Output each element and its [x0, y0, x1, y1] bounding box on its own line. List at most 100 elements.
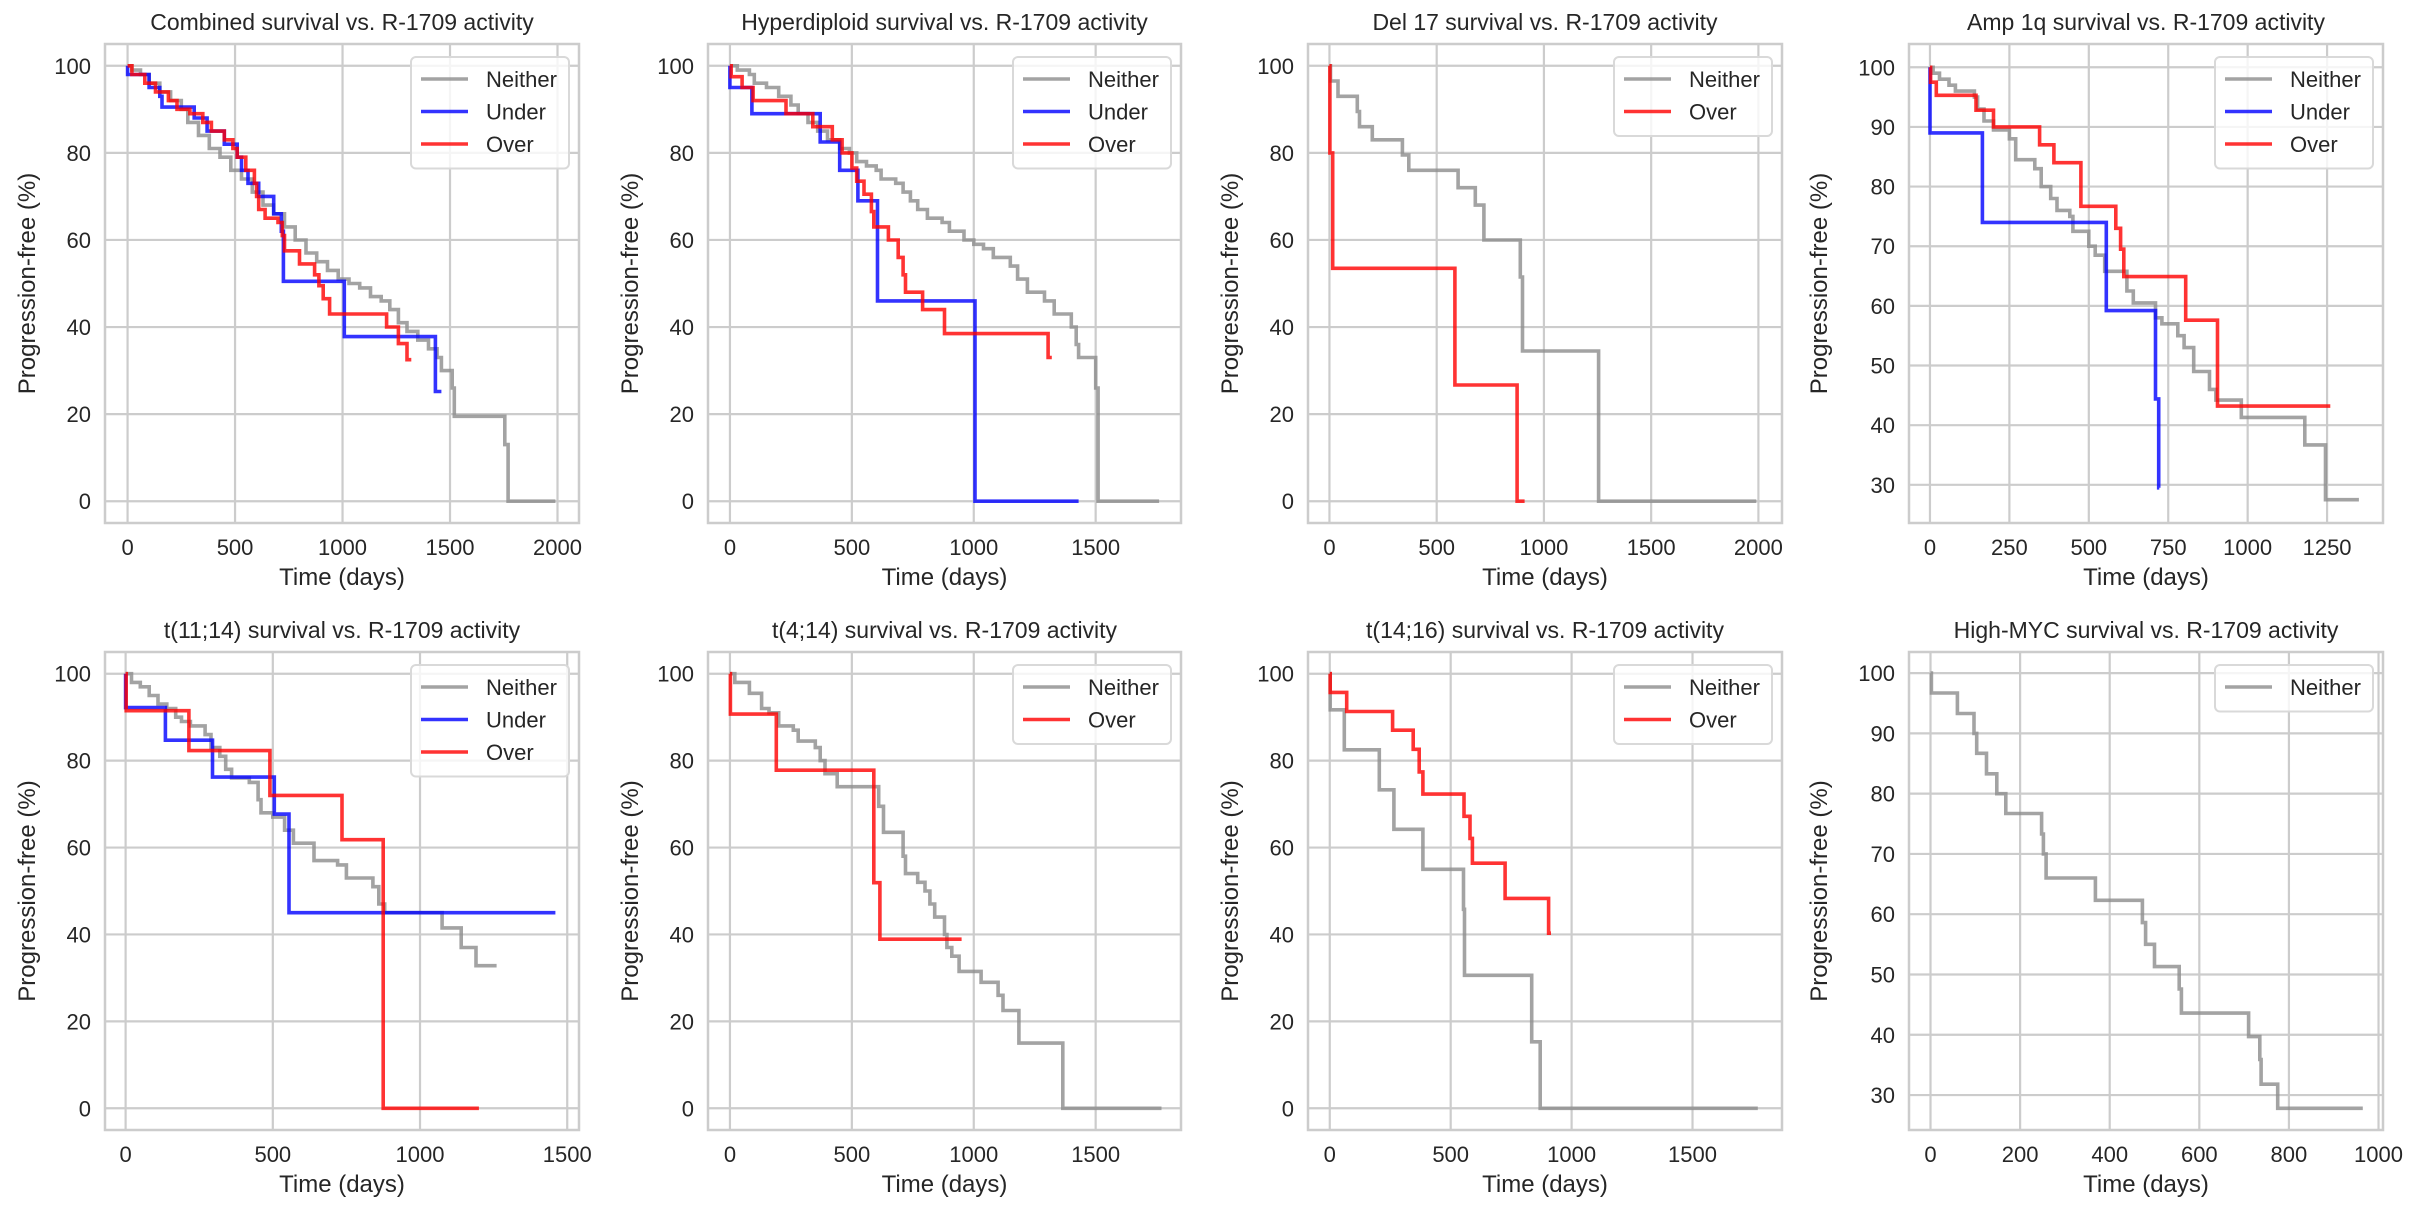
y-tick-label: 0 [79, 1096, 91, 1121]
x-tick-label: 1250 [2303, 535, 2352, 560]
y-axis-label: Progression-free (%) [1806, 173, 1833, 394]
legend-label-neither: Neither [1689, 675, 1760, 700]
y-tick-label: 0 [682, 1096, 694, 1121]
x-tick-label: 0 [724, 1142, 736, 1167]
axes-frame [1306, 42, 1784, 525]
chart-title: High-MYC survival vs. R-1709 activity [1954, 617, 2339, 643]
legend: Neither Under Over [2214, 56, 2374, 170]
series-line-neither [1929, 671, 2363, 1111]
series-line-over [1328, 671, 1551, 935]
y-axis-label: Progression-free (%) [1806, 780, 1833, 1001]
legend-frame [1613, 56, 1773, 137]
x-tick-label: 500 [1432, 1142, 1469, 1167]
legend-frame [1012, 664, 1172, 745]
chart-panel-6: 0 500 1000 1500 0 20 40 60 80 100 t(4;14) survival… [617, 617, 1183, 1198]
y-tick-label: 60 [1270, 228, 1294, 253]
y-tick-label: 20 [1270, 402, 1294, 427]
legend-label-over: Over [1689, 708, 1737, 733]
legend-frame [2214, 56, 2374, 170]
series-line-under [123, 673, 556, 915]
y-tick-label: 80 [1871, 175, 1895, 200]
x-tick-label: 1500 [426, 535, 475, 560]
y-tick-label: 100 [54, 662, 91, 687]
y-tick-label: 60 [670, 228, 694, 253]
x-tick-label: 400 [2091, 1142, 2128, 1167]
x-tick-label: 1500 [1668, 1142, 1717, 1167]
series-line-neither [729, 64, 1160, 503]
y-tick-label: 80 [670, 749, 694, 774]
y-tick-label: 100 [54, 54, 91, 79]
x-tick-label: 1000 [949, 535, 998, 560]
series-line-neither [1328, 64, 1757, 503]
legend: Neither Under Over [410, 56, 570, 170]
x-tick-label: 1000 [1547, 1142, 1596, 1167]
legend-label-under: Under [486, 708, 546, 733]
x-tick-label: 1000 [318, 535, 367, 560]
series-group [728, 671, 1162, 1111]
y-tick-label: 40 [670, 922, 694, 947]
x-axis-label: Time (days) [279, 564, 405, 591]
x-tick-label: 0 [1924, 535, 1936, 560]
y-tick-label: 70 [1871, 234, 1895, 259]
y-axis-label: Progression-free (%) [14, 173, 41, 394]
y-tick-label: 40 [670, 315, 694, 340]
legend: Neither Under Over [1012, 56, 1172, 170]
series-group [1328, 671, 1758, 1111]
y-tick-label: 20 [670, 402, 694, 427]
y-tick-label: 30 [1871, 473, 1895, 498]
y-tick-label: 60 [67, 836, 91, 861]
axes-frame [1306, 650, 1784, 1132]
y-tick-label: 90 [1871, 721, 1895, 746]
x-tick-label: 1500 [1071, 535, 1120, 560]
legend-frame [410, 56, 570, 170]
y-tick-label: 50 [1871, 354, 1895, 379]
legend-frame [2214, 664, 2374, 713]
x-tick-label: 1500 [1071, 1142, 1120, 1167]
y-axis-label: Progression-free (%) [1217, 780, 1244, 1001]
y-tick-label: 20 [67, 1009, 91, 1034]
x-tick-label: 0 [121, 535, 133, 560]
axes-frame [103, 650, 581, 1132]
y-tick-label: 0 [1282, 489, 1294, 514]
y-tick-label: 30 [1871, 1083, 1895, 1108]
x-tick-label: 1500 [1627, 535, 1676, 560]
x-axis-label: Time (days) [2083, 1171, 2209, 1198]
chart-title: Amp 1q survival vs. R-1709 activity [1967, 9, 2325, 35]
x-tick-label: 250 [1991, 535, 2028, 560]
y-tick-label: 60 [670, 836, 694, 861]
y-tick-label: 80 [670, 141, 694, 166]
series-group [123, 671, 556, 1111]
axes-frame [706, 42, 1183, 525]
y-tick-label: 80 [1270, 749, 1294, 774]
legend-frame [1012, 56, 1172, 170]
chart-title: Del 17 survival vs. R-1709 activity [1372, 9, 1718, 35]
legend-label-under: Under [486, 100, 546, 125]
x-tick-label: 2000 [533, 535, 582, 560]
y-tick-label: 100 [657, 54, 694, 79]
y-tick-label: 20 [1270, 1009, 1294, 1034]
series-line-over [728, 671, 962, 941]
legend-label-under: Under [2290, 100, 2350, 125]
y-tick-label: 100 [1257, 662, 1294, 687]
x-tick-label: 500 [254, 1142, 291, 1167]
series-line-neither [729, 671, 1162, 1111]
x-tick-label: 0 [1324, 1142, 1336, 1167]
legend: Neither Over [1613, 664, 1773, 745]
legend: Neither Under Over [410, 664, 570, 778]
y-tick-label: 20 [670, 1009, 694, 1034]
x-tick-label: 200 [2002, 1142, 2039, 1167]
y-tick-label: 0 [1282, 1096, 1294, 1121]
x-axis-label: Time (days) [882, 1171, 1008, 1198]
x-tick-label: 600 [2181, 1142, 2218, 1167]
x-tick-label: 0 [1323, 535, 1335, 560]
legend: Neither Over [1012, 664, 1172, 745]
legend-label-over: Over [1088, 132, 1136, 157]
series-line-under [1928, 67, 2161, 490]
legend-label-over: Over [1088, 708, 1136, 733]
y-tick-label: 100 [1858, 661, 1895, 686]
x-tick-label: 0 [119, 1142, 131, 1167]
series-line-under [728, 65, 1079, 503]
x-tick-label: 1500 [543, 1142, 592, 1167]
y-axis-label: Progression-free (%) [14, 780, 41, 1001]
